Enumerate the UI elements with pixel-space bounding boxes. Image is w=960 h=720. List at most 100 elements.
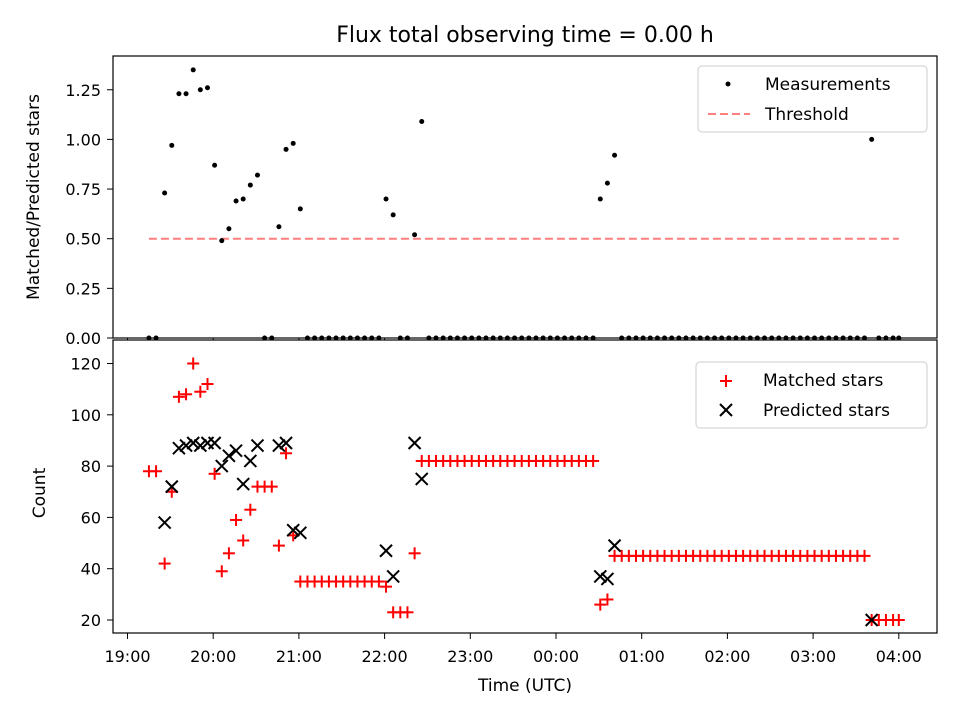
top-plot-frame: [112, 55, 938, 339]
matched-star-point: [180, 388, 193, 401]
legend-label-measurements: Measurements: [765, 75, 891, 95]
predicted-star-point: [279, 436, 293, 450]
matched-star-point: [208, 467, 221, 480]
matched-star-point: [201, 378, 214, 391]
bottom-y-tick-label: 20: [81, 611, 101, 630]
top-panel: 0.00 0.25 0.50 0.75 1.00 1.25 Matched/Predict…: [24, 55, 938, 348]
bottom-x-tick-label: 22:00: [362, 647, 408, 666]
top-y-tick-label: 0.00: [65, 329, 101, 348]
measurement-point: [162, 190, 168, 196]
top-legend-box: [697, 65, 928, 133]
predicted-star-point: [236, 477, 250, 491]
measurement-point: [204, 85, 210, 91]
legend-marker-predicted: [719, 403, 733, 417]
measurement-point: [169, 142, 175, 148]
predicted-star-point: [607, 538, 622, 553]
measurement-point: [419, 119, 425, 125]
measurement-point: [226, 226, 232, 232]
matched-star-point: [858, 549, 871, 562]
bottom-plot-marks: [142, 357, 905, 627]
bottom-y-tick-label: 60: [81, 508, 101, 527]
bottom-x-tick-label: 02:00: [704, 647, 750, 666]
bottom-x-tick-label: 19:00: [104, 647, 150, 666]
predicted-star-point: [215, 459, 229, 473]
top-y-axis-label: Matched/Predicted stars: [24, 94, 44, 300]
predicted-star-point: [379, 544, 393, 558]
predicted-star-point: [415, 472, 429, 486]
predicted-star-point: [593, 569, 607, 584]
legend-marker-measurements: [725, 81, 731, 87]
matched-star-point: [172, 390, 185, 403]
bottom-x-tick-label: 23:00: [447, 647, 493, 666]
matched-star-point: [408, 547, 421, 560]
matched-star-point: [244, 503, 257, 516]
top-y-tick-label: 0.75: [65, 180, 101, 199]
measurement-point: [604, 180, 610, 186]
legend-label-threshold: Threshold: [764, 105, 849, 125]
measurement-point: [240, 196, 246, 202]
matched-star-point: [222, 547, 235, 560]
predicted-star-point: [250, 438, 265, 453]
measurement-point: [219, 238, 225, 244]
bottom-x-axis: 19:00 20:00 21:00 22:00 23:00 00:00 01:00 02:00…: [104, 633, 922, 666]
matched-star-point: [372, 575, 385, 588]
bottom-x-tick-label: 21:00: [276, 647, 322, 666]
predicted-star-point: [179, 438, 193, 453]
measurement-point: [612, 152, 618, 158]
matched-star-point: [594, 598, 607, 611]
matched-star-point: [587, 454, 600, 467]
predicted-star-point: [407, 436, 422, 450]
measurement-point: [247, 182, 253, 188]
measurement-point: [390, 212, 396, 218]
measurement-point: [254, 172, 260, 178]
bottom-y-tick-label: 40: [81, 560, 101, 579]
bottom-legend: Matched stars Predicted stars: [695, 361, 928, 429]
matched-star-point: [237, 534, 250, 547]
predicted-star-point: [286, 523, 300, 537]
measurement-point: [276, 224, 282, 230]
measurement-point: [283, 146, 289, 152]
top-y-tick-label: 0.25: [65, 279, 101, 298]
matched-star-point: [150, 465, 163, 478]
matched-star-point: [215, 565, 228, 578]
matched-star-point: [892, 614, 905, 626]
measurement-point: [190, 67, 196, 73]
predicted-star-point: [229, 444, 243, 458]
top-y-axis: 0.00 0.25 0.50 0.75 1.00 1.25: [65, 81, 113, 348]
bottom-y-tick-label: 100: [70, 406, 101, 425]
predicted-star-point: [186, 436, 200, 450]
matched-star-point: [187, 357, 200, 370]
measurement-point: [383, 196, 389, 202]
predicted-star-point: [165, 479, 179, 494]
matched-star-point: [272, 539, 285, 552]
bottom-x-tick-label: 01:00: [619, 647, 665, 666]
predicted-star-point: [293, 526, 308, 540]
bottom-y-tick-label: 80: [81, 457, 101, 476]
measurement-point: [297, 206, 303, 212]
measurement-point: [212, 162, 218, 168]
legend-marker-matched: [720, 375, 732, 387]
top-y-tick-label: 1.25: [65, 81, 101, 100]
predicted-star-point: [243, 454, 258, 468]
matched-star-point: [158, 557, 171, 570]
predicted-star-point: [193, 438, 208, 453]
legend-label-predicted: Predicted stars: [763, 401, 890, 421]
measurement-point: [176, 91, 182, 97]
measurement-point: [290, 140, 296, 146]
predicted-star-point: [222, 449, 236, 463]
top-y-tick-label: 0.50: [65, 230, 101, 249]
predicted-star-point: [172, 441, 186, 455]
bottom-plot-frame: [112, 339, 938, 634]
bottom-y-tick-label: 120: [70, 355, 101, 374]
measurement-point: [597, 196, 603, 202]
measurement-point: [412, 232, 418, 238]
matched-star-point: [601, 593, 614, 606]
chart-title: Flux total observing time = 0.00 h: [336, 23, 714, 48]
top-y-tick-label: 1.00: [65, 130, 101, 149]
measurement-point: [869, 136, 875, 142]
matched-star-point: [280, 447, 293, 460]
bottom-x-tick-label: 03:00: [790, 647, 836, 666]
matched-star-point: [230, 513, 243, 526]
predicted-star-point: [386, 569, 400, 584]
